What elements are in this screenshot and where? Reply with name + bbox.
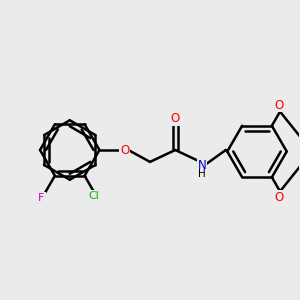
Text: F: F [38,193,45,203]
Text: N: N [198,159,206,172]
Text: O: O [171,112,180,125]
Text: O: O [274,98,283,112]
Text: O: O [120,143,129,157]
Text: Cl: Cl [88,190,99,201]
Text: H: H [198,169,206,179]
Text: O: O [274,191,283,204]
